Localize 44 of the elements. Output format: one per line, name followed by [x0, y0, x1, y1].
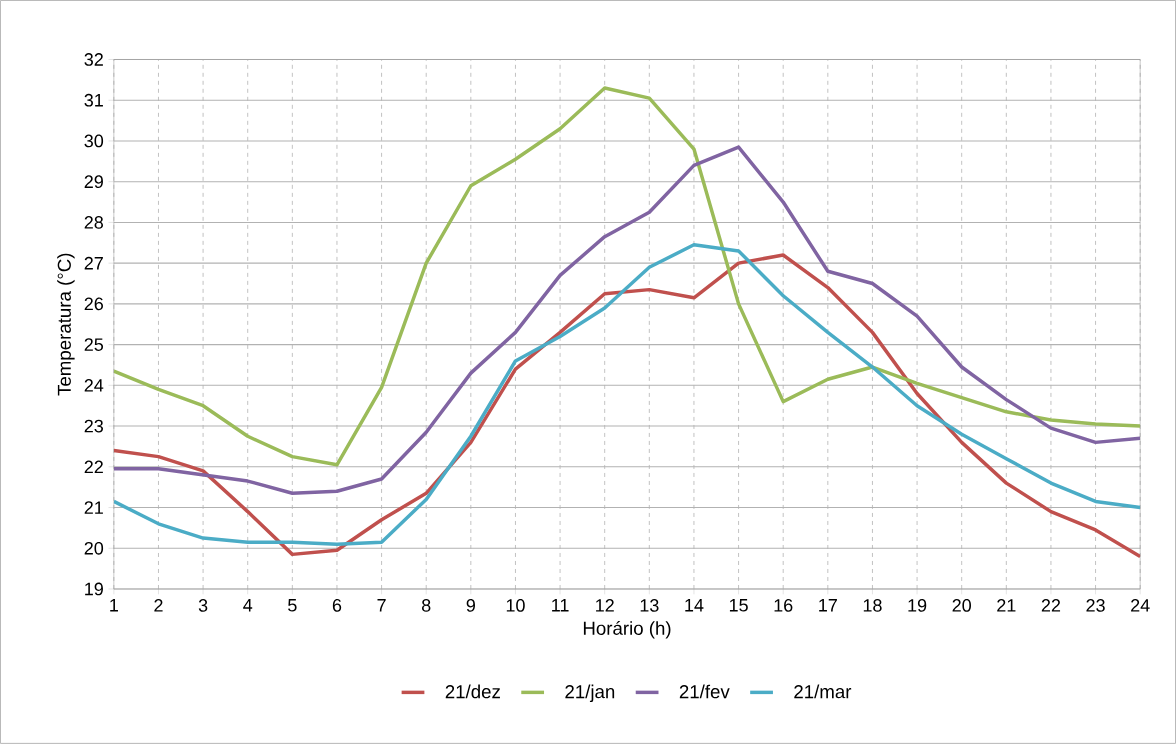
- x-tick-label: 22: [1041, 599, 1061, 612]
- y-tick-label: 20: [84, 541, 104, 555]
- y-tick-label: 23: [84, 419, 104, 433]
- legend-label: 21/mar: [794, 684, 852, 699]
- y-axis-title: Temperatura (°C): [57, 253, 75, 396]
- x-tick-label: 5: [288, 599, 297, 612]
- x-tick-label: 4: [243, 599, 253, 612]
- x-tick-label: 13: [640, 599, 659, 612]
- x-tick-label: 3: [198, 599, 208, 612]
- y-tick-label: 31: [84, 93, 103, 107]
- y-tick-label: 25: [84, 338, 104, 352]
- y-tick-label: 24: [84, 379, 104, 392]
- x-tick-label: 8: [421, 599, 431, 612]
- x-tick-label: 6: [332, 599, 342, 612]
- y-tick-label: 28: [84, 216, 104, 229]
- legend-label: 21/fev: [679, 684, 730, 699]
- x-tick-label: 24: [1131, 599, 1150, 612]
- x-tick-label: 7: [377, 599, 386, 612]
- x-tick-label: 16: [774, 599, 793, 612]
- y-tick-label: 27: [84, 256, 103, 270]
- legend-label: 21/jan: [565, 684, 615, 703]
- x-tick-label: 10: [506, 599, 525, 612]
- x-tick-label: 14: [685, 599, 704, 612]
- x-tick-label: 2: [154, 599, 163, 612]
- y-tick-label: 32: [84, 53, 103, 66]
- y-tick-label: 19: [85, 582, 103, 596]
- x-axis-title: Horário (h): [583, 621, 671, 639]
- x-tick-label: 15: [729, 599, 748, 612]
- x-tick-label: 19: [908, 599, 927, 612]
- x-tick-label: 12: [596, 599, 614, 612]
- x-tick-label: 21: [997, 599, 1016, 612]
- x-tick-label: 11: [552, 599, 569, 612]
- y-tick-label: 29: [84, 175, 103, 189]
- x-tick-label: 1: [110, 599, 118, 612]
- y-tick-label: 22: [84, 460, 103, 474]
- legend-label: 21/dez: [445, 684, 500, 699]
- x-tick-label: 18: [863, 599, 882, 612]
- y-tick-label: 30: [84, 134, 104, 148]
- y-tick-label: 26: [84, 297, 104, 311]
- y-tick-label: 21: [84, 501, 103, 514]
- x-tick-label: 9: [466, 599, 475, 612]
- x-tick-label: 17: [819, 599, 837, 612]
- x-tick-label: 23: [1086, 599, 1105, 612]
- x-tick-label: 20: [952, 599, 971, 612]
